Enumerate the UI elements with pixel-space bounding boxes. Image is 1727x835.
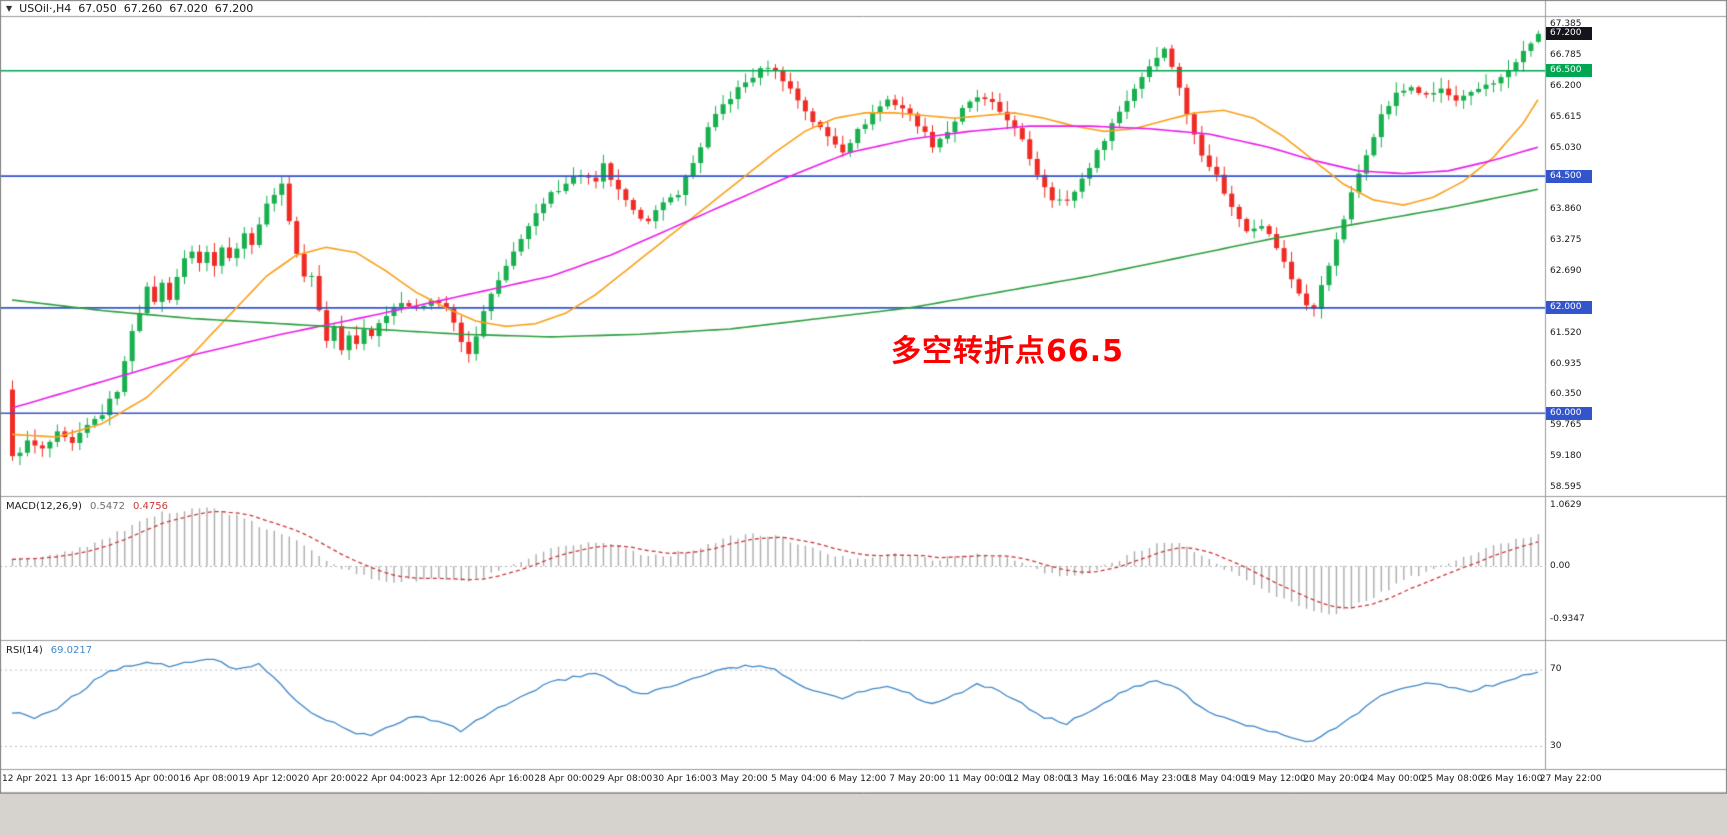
- price-axis-label: 59.180: [1550, 451, 1582, 462]
- price-axis-label: 62.690: [1550, 266, 1582, 277]
- price-axis-label: 59.765: [1550, 420, 1582, 431]
- time-axis-label: 19 Apr 12:00: [238, 774, 298, 784]
- status-bar: [0, 793, 1727, 835]
- chart-annotation: 多空转折点66.5: [891, 334, 1125, 369]
- rsi-header: RSI(14) 69.0217: [6, 645, 92, 656]
- price-badge: 62.000: [1546, 301, 1592, 315]
- symbol-name: USOil·,H4: [19, 2, 72, 15]
- time-axis-label: 29 Apr 08:00: [593, 774, 653, 784]
- time-axis-label: 11 May 00:00: [948, 774, 1011, 784]
- macd-label: MACD(12,26,9): [6, 501, 82, 512]
- time-axis-label: 13 May 16:00: [1066, 774, 1129, 784]
- rsi-value: 69.0217: [50, 645, 93, 656]
- price-axis-label: 66.785: [1550, 50, 1582, 61]
- symbol-header: ▼ USOil·,H4 67.050 67.260 67.020 67.200: [6, 2, 253, 15]
- price-badge: 64.500: [1546, 169, 1592, 183]
- time-axis-label: 7 May 20:00: [889, 774, 946, 784]
- time-axis-label: 23 Apr 12:00: [416, 774, 475, 784]
- rsi-label: RSI(14): [6, 645, 43, 656]
- time-axis-label: 18 May 04:00: [1185, 774, 1247, 784]
- time-axis-label: 3 May 20:00: [711, 774, 768, 784]
- macd-axis-label: 0.00: [1550, 560, 1571, 571]
- ohlc-close: 67.200: [214, 2, 254, 15]
- time-axis-label: 16 May 23:00: [1125, 774, 1188, 784]
- time-axis-label: 28 Apr 00:00: [534, 774, 594, 784]
- rsi-axis[interactable]: 70 30: [1546, 0, 1727, 770]
- price-axis-label: 61.520: [1550, 327, 1582, 338]
- time-axis-label: 20 May 20:00: [1303, 774, 1366, 784]
- macd-axis-label: 1.0629: [1550, 499, 1582, 510]
- price-axis-label: 58.595: [1550, 481, 1582, 492]
- macd-signal-value: 0.4756: [132, 501, 168, 512]
- ohlc-open: 67.050: [78, 2, 117, 15]
- price-badge: 60.000: [1546, 406, 1592, 420]
- time-axis-label: 12 May 08:00: [1007, 774, 1070, 784]
- price-badge: 66.500: [1546, 64, 1592, 78]
- price-axis-label: 66.200: [1550, 81, 1582, 92]
- time-axis-label: 30 Apr 16:00: [652, 774, 712, 784]
- macd-axis[interactable]: 1.0629 0.00 -0.9347: [1546, 0, 1727, 770]
- ohlc-low: 67.020: [169, 2, 208, 15]
- time-axis-label: 22 Apr 04:00: [356, 774, 416, 784]
- time-axis-label: 12 Apr 2021: [2, 774, 58, 784]
- time-axis-label: 25 May 08:00: [1421, 774, 1484, 784]
- time-axis-label: 26 Apr 16:00: [475, 774, 534, 784]
- collapse-triangle-icon[interactable]: ▼: [6, 3, 13, 13]
- time-axis-label: 20 Apr 20:00: [297, 774, 357, 784]
- time-axis[interactable]: 12 Apr 2021 13 Apr 16:00 15 Apr 00:00 16 Ap…: [0, 772, 1727, 792]
- price-axis-label: 63.275: [1550, 235, 1582, 246]
- rsi-axis-label: 70: [1550, 664, 1562, 675]
- time-axis-label: 27 May 22:00: [1539, 774, 1602, 784]
- time-axis-label: 26 May 16:00: [1480, 774, 1543, 784]
- time-axis-label: 15 Apr 00:00: [120, 774, 179, 784]
- macd-axis-label: -0.9347: [1550, 613, 1585, 624]
- price-axis-label: 60.935: [1550, 358, 1582, 369]
- price-badge: 67.200: [1546, 27, 1592, 41]
- time-axis-label: 5 May 04:00: [770, 774, 827, 784]
- price-axis[interactable]: 67.385 66.785 66.200 65.615 65.030 63.860 63.2…: [1546, 0, 1727, 770]
- time-axis-label: 13 Apr 16:00: [61, 774, 120, 784]
- time-axis-label: 6 May 12:00: [830, 774, 887, 784]
- price-axis-label: 67.385: [1550, 18, 1582, 29]
- macd-main-value: 0.5472: [89, 501, 125, 512]
- price-axis-label: 60.350: [1550, 389, 1582, 400]
- price-axis-label: 65.030: [1550, 142, 1582, 153]
- price-axis-label: 65.615: [1550, 111, 1582, 122]
- macd-header: MACD(12,26,9) 0.5472 0.4756: [6, 501, 168, 512]
- time-axis-label: 16 Apr 08:00: [179, 774, 239, 784]
- time-axis-label: 19 May 12:00: [1244, 774, 1306, 784]
- rsi-axis-label: 30: [1550, 740, 1562, 751]
- time-axis-label: 24 May 00:00: [1362, 774, 1425, 784]
- price-axis-label: 63.860: [1550, 204, 1582, 215]
- ohlc-high: 67.260: [123, 2, 163, 15]
